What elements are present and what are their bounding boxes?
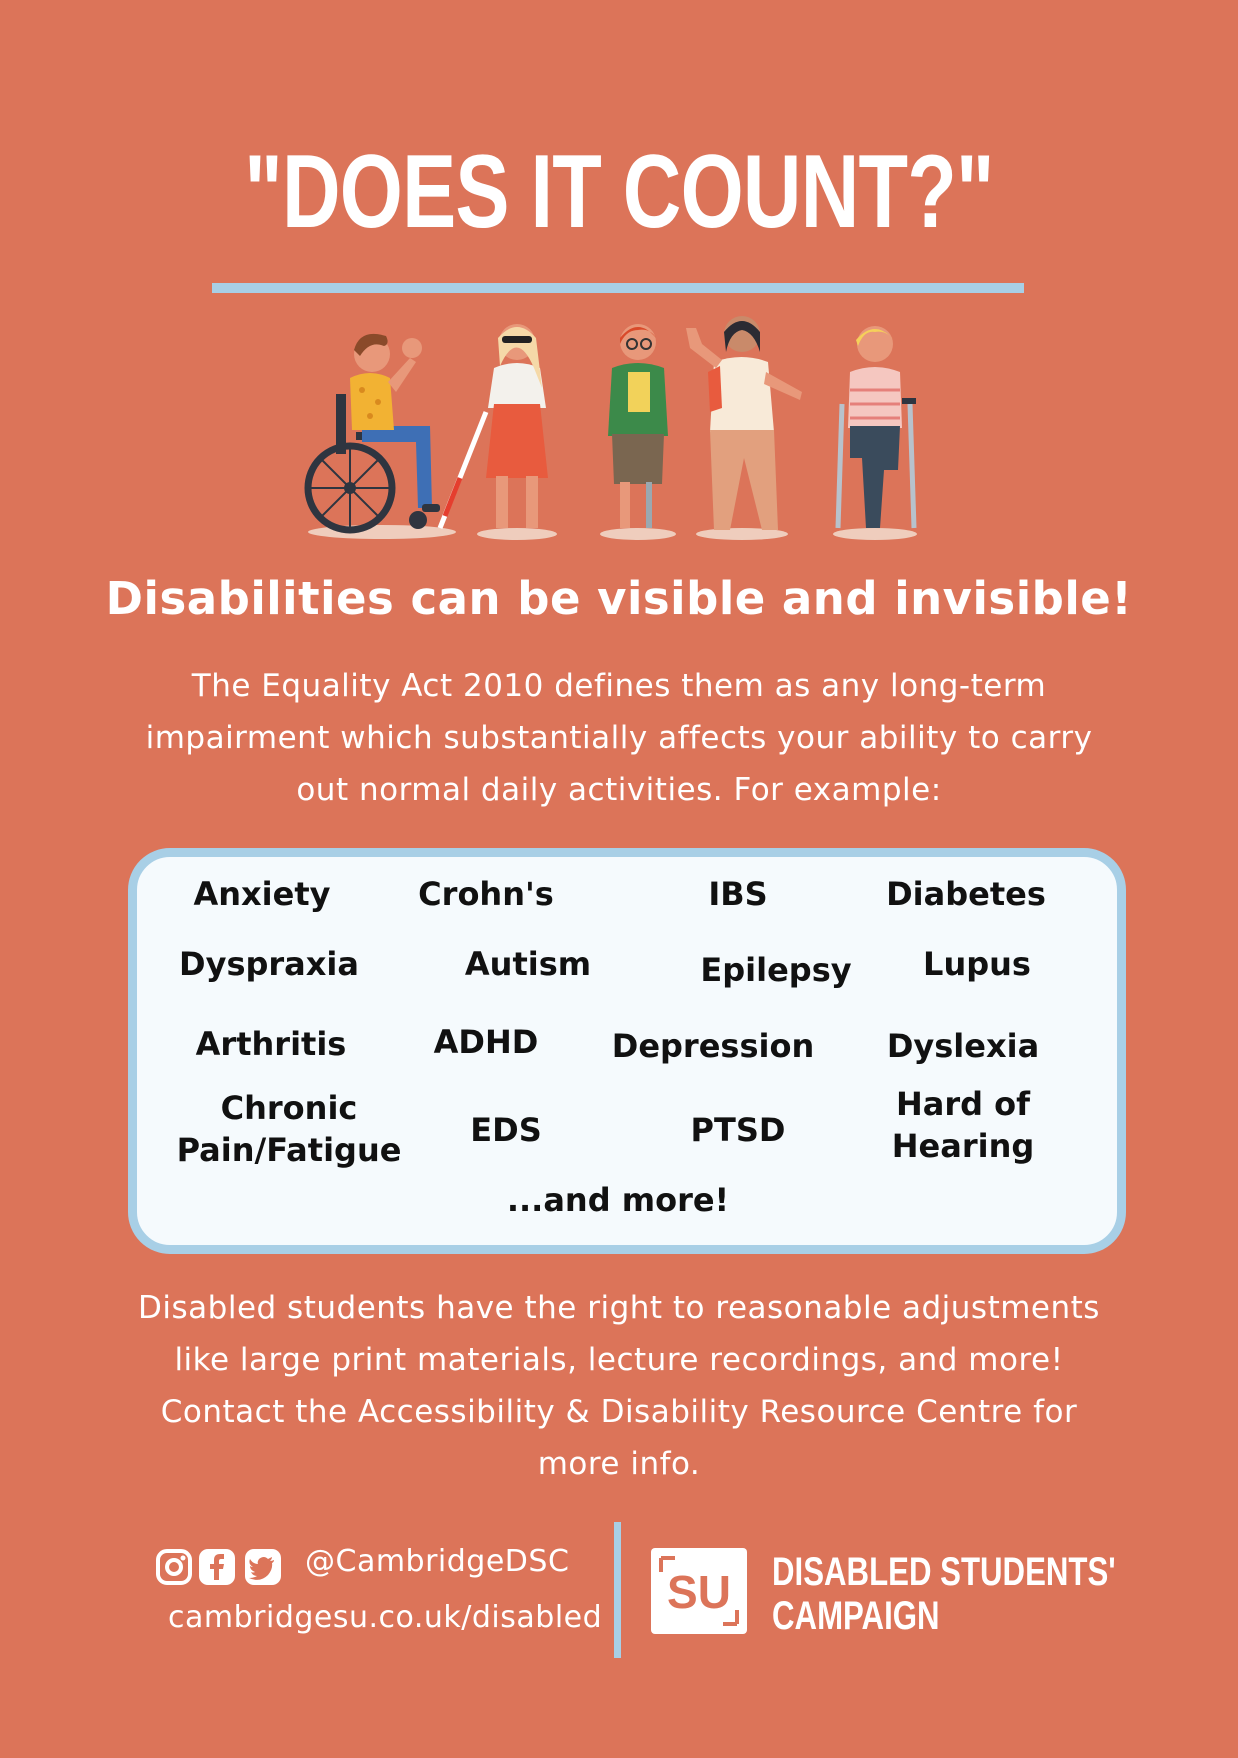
campaign-name: DISABLED STUDENTS' CAMPAIGN (772, 1550, 1116, 1638)
intro-paragraph: The Equality Act 2010 defines them as an… (100, 660, 1138, 816)
condition-chronic-pain-line1: Chronic (220, 1089, 358, 1127)
and-more-label: ...and more! (506, 1181, 730, 1219)
campaign-line: CAMPAIGN (772, 1594, 940, 1638)
website-link[interactable]: cambridgesu.co.uk/disabled (168, 1600, 603, 1635)
condition-ptsd: PTSD (690, 1111, 786, 1149)
subtitle: Disabilities can be visible and invisibl… (105, 572, 1133, 625)
condition-ibs: IBS (708, 875, 768, 913)
condition-anxiety: Anxiety (193, 875, 331, 913)
rights-paragraph: Disabled students have the right to reas… (90, 1282, 1148, 1490)
condition-adhd: ADHD (433, 1023, 539, 1061)
rights-line: Disabled students have the right to reas… (138, 1290, 1100, 1326)
condition-depression: Depression (611, 1027, 815, 1065)
person-with-white-cane-figure (437, 324, 548, 529)
person-with-crutches-figure (835, 326, 917, 529)
footer-divider (614, 1522, 621, 1658)
condition-diabetes: Diabetes (886, 875, 1046, 913)
su-logo-text: SU (667, 1566, 731, 1618)
condition-crohns: Crohn's (418, 875, 554, 913)
facebook-icon[interactable] (198, 1548, 236, 1586)
rights-line: like large print materials, lecture reco… (174, 1342, 1064, 1378)
intro-line: impairment which substantially affects y… (145, 720, 1093, 756)
conditions-box: Anxiety Crohn's IBS Diabetes Dyspraxia A… (128, 848, 1126, 1254)
instagram-icon[interactable] (155, 1548, 193, 1586)
intro-line: The Equality Act 2010 defines them as an… (191, 668, 1047, 704)
wheelchair-user-figure (304, 333, 440, 534)
page-title: "DOES IT COUNT?" (244, 134, 994, 250)
people-illustration (304, 316, 917, 540)
condition-chronic-pain-line2: Pain/Fatigue (176, 1131, 402, 1169)
title-underline (212, 283, 1024, 293)
condition-hard-of-hearing-line1: Hard of (895, 1085, 1031, 1123)
waving-woman-figure (686, 316, 802, 530)
intro-line: out normal daily activities. For example… (296, 772, 942, 808)
su-logo: SU (651, 1548, 747, 1634)
condition-autism: Autism (464, 945, 592, 983)
condition-dyslexia: Dyslexia (886, 1027, 1040, 1065)
campaign-line: DISABLED STUDENTS' (772, 1550, 1116, 1594)
condition-arthritis: Arthritis (195, 1025, 347, 1063)
condition-eds: EDS (470, 1111, 542, 1149)
condition-epilepsy: Epilepsy (700, 951, 852, 989)
condition-dyspraxia: Dyspraxia (179, 945, 359, 983)
person-with-prosthetic-leg-figure (608, 324, 668, 528)
rights-line: Contact the Accessibility & Disability R… (160, 1394, 1078, 1430)
condition-lupus: Lupus (923, 945, 1031, 983)
twitter-icon[interactable] (244, 1548, 282, 1586)
social-handle[interactable]: @CambridgeDSC (305, 1544, 570, 1579)
rights-line: more info. (537, 1446, 701, 1482)
condition-hard-of-hearing-line2: Hearing (891, 1127, 1035, 1165)
